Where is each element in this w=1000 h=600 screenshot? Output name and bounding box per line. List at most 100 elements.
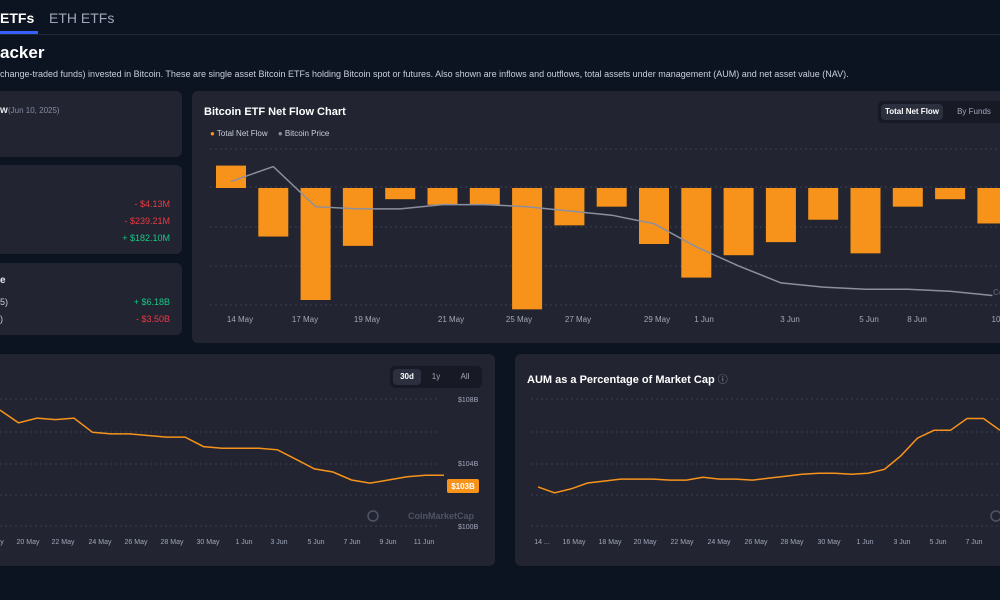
legend-dot-icon: ● xyxy=(277,129,283,138)
range-1y[interactable]: 1y xyxy=(431,372,441,381)
chart-title: AUM as a Percentage of Market Cap ⓘ xyxy=(527,371,728,386)
current-value-label: $103B xyxy=(451,482,475,491)
x-tick-label: 1 Jun xyxy=(235,539,252,546)
net-flow-summary-card: w (Jun 10, 2025) xyxy=(0,91,182,157)
flow-bar xyxy=(385,188,416,200)
x-tick-label: 16 May xyxy=(563,539,586,546)
row-value: + $6.18B xyxy=(133,297,170,307)
flow-bar xyxy=(892,188,923,207)
x-tick-label: y xyxy=(0,539,4,546)
flow-bar xyxy=(427,188,458,205)
card-date: (Jun 10, 2025) xyxy=(8,106,60,115)
watermark: CoinMarketCap xyxy=(408,511,475,521)
x-tick-label: 24 May xyxy=(89,539,112,546)
x-tick-label: 11 Jun xyxy=(414,539,435,546)
pct-chart-svg: 14 ... 16 May 18 May 20 May 22 May 24 May 26 M… xyxy=(531,398,1000,546)
flow-bar xyxy=(765,188,796,243)
flow-bar xyxy=(342,188,373,246)
flow-bar xyxy=(639,188,669,244)
flow-value: - $239.21M xyxy=(124,216,170,226)
range-30d[interactable]: 30d xyxy=(393,369,421,385)
pct-chart-card: AUM as a Percentage of Market Cap ⓘ xyxy=(515,354,1000,566)
x-tick-label: 5 Jun xyxy=(307,539,324,546)
current-value-badge xyxy=(447,479,479,493)
flow-bar xyxy=(258,188,289,237)
x-tick-label: 3 Jun xyxy=(893,539,910,546)
flow-bar xyxy=(723,188,754,256)
chart-legend: ● Total Net Flow ● Bitcoin Price xyxy=(210,129,329,138)
flow-bar xyxy=(977,188,1000,224)
x-tick-label: 20 May xyxy=(17,539,40,546)
x-tick-label: 26 May xyxy=(745,539,768,546)
x-tick-label: 9 Jun xyxy=(379,539,396,546)
tab-btc-etfs[interactable]: ETFs xyxy=(0,10,35,26)
flow-bar xyxy=(469,188,500,205)
row-value: - $3.50B xyxy=(135,314,170,324)
x-tick-label: 29 May xyxy=(644,315,670,324)
x-tick-label: 14 ... xyxy=(534,539,550,546)
x-tick-label: 18 May xyxy=(599,539,622,546)
x-tick-label: 20 May xyxy=(634,539,657,546)
flow-view-toggle: Total Net Flow By Funds xyxy=(878,101,1000,123)
y-tick-label: $100B xyxy=(458,524,479,531)
flow-bar xyxy=(596,188,627,207)
x-tick-label: 5 Jun xyxy=(929,539,946,546)
x-tick-label: 8 Jun xyxy=(907,315,927,324)
cmc-logo-icon xyxy=(990,510,1000,522)
info-icon[interactable]: ⓘ xyxy=(717,375,728,386)
legend-dot-icon: ● xyxy=(210,129,215,138)
tab-eth-etfs[interactable]: ETH ETFs xyxy=(49,10,115,26)
aum-line xyxy=(0,409,444,484)
x-tick-label: 3 Jun xyxy=(270,539,287,546)
legend-item: Bitcoin Price xyxy=(284,129,330,138)
range-toggle: 30d 1y All xyxy=(390,366,482,388)
x-tick-label: 5 Jun xyxy=(859,315,879,324)
y-tick-label: $108B xyxy=(458,397,479,404)
flow-bar xyxy=(935,188,966,200)
x-tick-label: 22 May xyxy=(671,539,694,546)
x-tick-label: 30 May xyxy=(197,539,220,546)
page-description: change-traded funds) invested in Bitcoin… xyxy=(0,69,849,79)
x-tick-label: 17 May xyxy=(292,315,318,324)
x-tick-label: 19 May xyxy=(354,315,380,324)
chart-title-text: AUM as a Percentage of Market Cap xyxy=(527,374,715,386)
top-tabs: ETFs ETH ETFs xyxy=(0,0,1000,35)
card-title: w xyxy=(0,105,8,116)
aum-chart-svg: $108B $104B $100B y 20 May 22 May 24 May 26 May… xyxy=(0,397,479,546)
range-all[interactable]: All xyxy=(460,372,470,381)
flow-bar xyxy=(300,188,331,300)
x-tick-label: 1 Jun xyxy=(856,539,873,546)
x-tick-label: 22 May xyxy=(52,539,75,546)
pct-line xyxy=(537,417,1000,494)
row-label: 5) xyxy=(0,297,9,307)
watermark: Co xyxy=(993,288,1000,297)
x-tick-label: 7 Jun xyxy=(343,539,360,546)
x-tick-label: 27 May xyxy=(565,315,591,324)
card-title: e xyxy=(0,275,6,286)
legend-item: Total Net Flow xyxy=(216,129,268,138)
x-tick-label: 21 May xyxy=(438,315,464,324)
x-tick-label: 28 May xyxy=(781,539,804,546)
bitcoin-price-line xyxy=(230,165,993,297)
chart-title: Bitcoin ETF Net Flow Chart xyxy=(204,106,346,118)
flow-bar xyxy=(850,188,881,254)
x-tick-label: 3 Jun xyxy=(780,315,800,324)
toggle-by-funds[interactable]: By Funds xyxy=(957,107,991,116)
row-label: ) xyxy=(0,314,3,324)
active-tab-underline xyxy=(0,31,38,34)
y-tick-label: $104B xyxy=(458,461,479,468)
x-tick-label: 24 May xyxy=(708,539,731,546)
x-tick-label: 25 May xyxy=(506,315,532,324)
toggle-total-net-flow[interactable]: Total Net Flow xyxy=(881,104,943,120)
x-tick-label: 26 May xyxy=(125,539,148,546)
flow-bar xyxy=(216,165,246,188)
page-title: acker xyxy=(0,43,45,62)
aum-card: e 5) + $6.18B ) - $3.50B xyxy=(0,263,182,335)
cmc-logo-icon xyxy=(367,510,379,522)
net-flow-chart-svg: 14 May 17 May 19 May 21 May 25 May 27 May 29 M… xyxy=(210,148,1000,324)
x-tick-label: 30 May xyxy=(818,539,841,546)
x-tick-label: 10 xyxy=(992,315,1000,324)
aum-chart-card: 30d 1y All xyxy=(0,354,495,566)
x-tick-label: 7 Jun xyxy=(965,539,982,546)
flow-bar xyxy=(808,188,839,220)
